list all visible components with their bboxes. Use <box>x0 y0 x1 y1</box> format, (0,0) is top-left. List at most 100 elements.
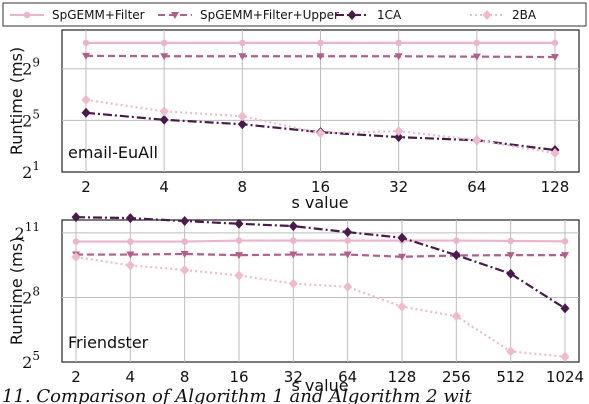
data-point-spgemm-filter <box>344 237 351 244</box>
data-point-spgemm-filter-upper <box>82 52 90 60</box>
data-point-1ca <box>180 216 190 227</box>
data-point-spgemm-filter-upper <box>343 251 352 259</box>
legend-label-2ba: 2BA <box>512 8 537 22</box>
x-tick-label-email-euall: 4 <box>159 178 169 196</box>
data-point-1ca <box>237 119 247 130</box>
x-tick-label-email-euall: 64 <box>467 178 486 196</box>
series-line-spgemm-filter-upper <box>76 252 565 258</box>
data-point-1ca <box>343 227 353 238</box>
legend-label-1ca: 1CA <box>377 8 402 22</box>
data-point-2ba <box>472 135 482 146</box>
data-point-spgemm-filter-upper <box>289 251 298 259</box>
x-tick-label-friendster: 64 <box>338 368 357 386</box>
data-point-spgemm-filter-upper <box>126 251 135 259</box>
x-tick-label-friendster: 32 <box>284 368 303 386</box>
legend-marker-1ca <box>347 10 357 20</box>
data-point-spgemm-filter-upper <box>180 250 189 258</box>
legend: SpGEMM+Filter SpGEMM+Filter+Upper 1CA 2BA <box>2 2 587 27</box>
data-point-spgemm-filter <box>235 237 243 244</box>
data-point-2ba <box>550 148 560 159</box>
data-point-1ca <box>71 212 81 223</box>
legend-frame <box>2 2 587 27</box>
x-tick-label-friendster: 4 <box>126 368 136 386</box>
x-tick-label-email-euall: 32 <box>389 178 408 196</box>
data-point-spgemm-filter <box>82 39 90 47</box>
data-point-2ba <box>451 311 461 322</box>
data-point-2ba <box>159 106 169 117</box>
data-point-spgemm-filter <box>290 237 297 244</box>
data-point-spgemm-filter <box>453 237 460 244</box>
figure-caption: 11. Comparison of Algorithm 1 and Algori… <box>2 386 473 404</box>
data-point-2ba <box>394 126 404 137</box>
data-point-spgemm-filter <box>239 39 246 47</box>
x-tick-label-friendster: 512 <box>496 368 525 386</box>
data-point-1ca <box>159 114 169 125</box>
data-point-spgemm-filter <box>551 39 559 47</box>
x-tick-label-email-euall: 16 <box>311 178 330 196</box>
data-point-1ca <box>81 107 91 118</box>
x-axis-label-email-euall: s value <box>291 193 348 212</box>
data-point-1ca <box>394 132 404 143</box>
dataset-label-friendster: Friendster <box>68 333 149 352</box>
data-point-2ba <box>81 94 91 105</box>
data-point-spgemm-filter-upper <box>398 253 406 261</box>
data-point-spgemm-filter-upper <box>160 53 169 61</box>
data-point-2ba <box>180 264 190 275</box>
data-point-spgemm-filter <box>160 39 168 47</box>
data-point-spgemm-filter-upper <box>235 252 243 260</box>
x-tick-label-friendster: 8 <box>180 368 190 386</box>
data-point-spgemm-filter <box>561 238 569 245</box>
data-point-spgemm-filter <box>473 39 481 47</box>
data-point-1ca <box>397 232 407 243</box>
data-point-2ba <box>237 111 247 122</box>
data-point-spgemm-filter <box>395 39 402 47</box>
plot-frame-friendster <box>61 219 580 363</box>
data-point-1ca <box>125 213 135 224</box>
data-point-spgemm-filter-upper <box>561 252 569 260</box>
legend-marker-spgemm-filter <box>23 11 31 19</box>
x-tick-label-friendster: 2 <box>71 368 81 386</box>
y-axis-label-email-euall: Runtime (ms) <box>7 47 26 155</box>
data-point-spgemm-filter <box>507 237 514 245</box>
x-tick-label-friendster: 16 <box>229 368 248 386</box>
legend-marker-spgemm-filter-upper <box>171 12 179 19</box>
data-point-2ba <box>397 301 407 312</box>
x-tick-label-friendster: 1024 <box>546 368 584 386</box>
data-point-2ba <box>125 260 135 271</box>
data-point-spgemm-filter <box>127 238 134 245</box>
x-tick-label-email-euall: 2 <box>81 178 91 196</box>
x-tick-label-email-euall: 8 <box>238 178 248 196</box>
data-point-1ca <box>506 268 516 279</box>
y-tick-label-email-euall: 21 <box>22 159 40 182</box>
data-point-1ca <box>560 303 570 314</box>
data-point-2ba <box>288 278 298 289</box>
data-point-2ba <box>343 281 353 292</box>
series-line-1ca <box>75 216 566 310</box>
x-tick-label-friendster: 256 <box>442 368 471 386</box>
data-point-1ca <box>288 221 298 232</box>
data-point-2ba <box>506 346 516 357</box>
y-axis-label-friendster: Runtime (ms) <box>7 237 26 345</box>
legend-label-spgemm-filter-upper: SpGEMM+Filter+Upper <box>200 8 339 22</box>
data-point-2ba <box>560 351 570 362</box>
data-point-spgemm-filter-upper <box>394 53 403 61</box>
x-axis-label-friendster: s value <box>291 376 348 395</box>
data-point-spgemm-filter-upper <box>506 252 515 260</box>
data-point-spgemm-filter-upper <box>316 53 325 61</box>
legend-label-spgemm-filter: SpGEMM+Filter <box>52 8 145 22</box>
legend-marker-2ba <box>482 10 492 20</box>
x-tick-label-email-euall: 128 <box>541 178 570 196</box>
data-point-1ca <box>451 250 461 261</box>
series-line-2ba <box>75 255 566 358</box>
data-point-spgemm-filter <box>181 238 188 245</box>
data-point-spgemm-filter <box>72 238 80 245</box>
data-point-2ba <box>316 128 325 139</box>
series-line-spgemm-filter <box>76 239 566 243</box>
data-point-1ca <box>234 218 244 229</box>
data-point-2ba <box>71 252 81 263</box>
data-point-spgemm-filter-upper <box>238 53 247 61</box>
data-point-spgemm-filter <box>317 39 324 47</box>
